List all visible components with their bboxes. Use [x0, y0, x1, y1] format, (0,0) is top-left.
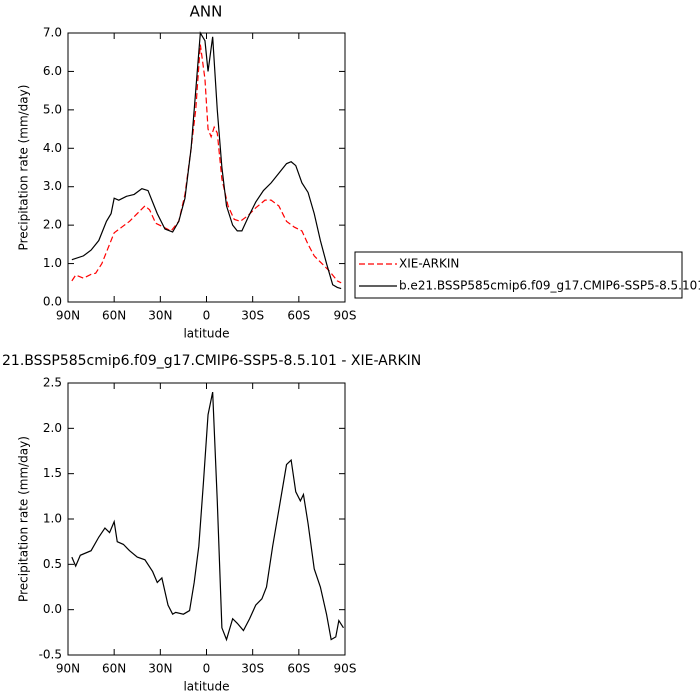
x-tick-label: 90S [334, 309, 357, 323]
legend-label: b.e21.BSSP585cmip6.f09_g17.CMIP6-SSP5-8.… [399, 279, 700, 293]
y-tick-label: 0.0 [43, 295, 62, 309]
y-tick-label: -0.5 [39, 648, 62, 662]
x-tick-label: 60S [287, 662, 310, 676]
chart-title: ANN [190, 3, 223, 21]
x-tick-label: 60S [287, 309, 310, 323]
y-tick-label: 2.0 [43, 218, 62, 232]
y-tick-label: 1.0 [43, 512, 62, 526]
y-tick-label: 3.0 [43, 179, 62, 193]
y-tick-label: 2.0 [43, 421, 62, 435]
y-tick-label: 5.0 [43, 102, 62, 116]
y-tick-label: 2.5 [43, 376, 62, 390]
x-tick-label: 30N [148, 309, 172, 323]
y-tick-label: 0.0 [43, 602, 62, 616]
x-tick-label: 30S [241, 309, 264, 323]
legend-box [354, 251, 683, 299]
x-tick-label: 60N [102, 662, 126, 676]
x-tick-label: 30S [241, 662, 264, 676]
plot-frame [67, 32, 346, 303]
y-tick-label: 1.0 [43, 256, 62, 270]
plot-frame [67, 382, 346, 656]
x-tick-label: 60N [102, 309, 126, 323]
chart-title: 21.BSSP585cmip6.f09_g17.CMIP6-SSP5-8.5.1… [2, 353, 421, 369]
x-tick-label: 30N [148, 662, 172, 676]
legend-label: XIE-ARKIN [399, 257, 459, 271]
data-line [71, 391, 344, 642]
x-tick-label: 90N [56, 309, 80, 323]
x-axis-label: latitude [183, 327, 229, 341]
x-tick-label: 0 [203, 662, 211, 676]
y-tick-label: 4.0 [43, 141, 62, 155]
y-axis-label: Precipitation rate (mm/day) [17, 436, 31, 602]
x-tick-label: 90N [56, 662, 80, 676]
x-tick-label: 90S [334, 662, 357, 676]
y-tick-label: 0.5 [43, 557, 62, 571]
data-line [71, 44, 342, 284]
data-line [71, 31, 342, 290]
y-tick-label: 1.5 [43, 466, 62, 480]
y-axis-label: Precipitation rate (mm/day) [17, 85, 31, 251]
y-tick-label: 6.0 [43, 64, 62, 78]
x-axis-label: latitude [183, 680, 229, 694]
y-tick-label: 7.0 [43, 26, 62, 40]
x-tick-label: 0 [203, 309, 211, 323]
